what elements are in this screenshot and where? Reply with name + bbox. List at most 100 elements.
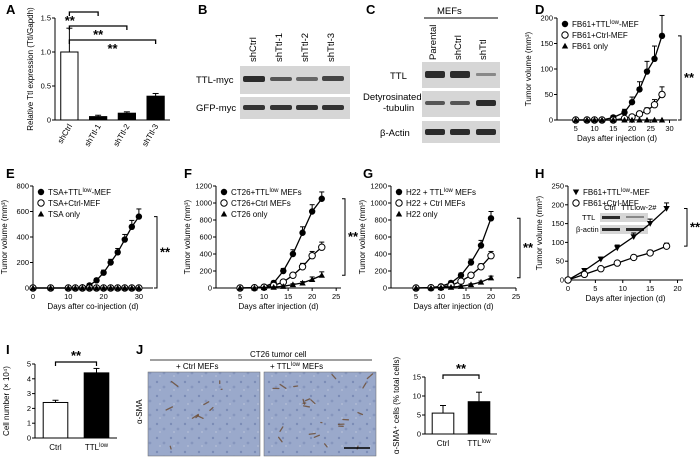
x-tick-label: 10	[619, 284, 627, 293]
band-b-gfp-2	[270, 105, 292, 110]
significance-label: **	[684, 70, 695, 85]
point-triangle	[65, 284, 72, 291]
point-open-circle	[597, 265, 605, 273]
x-axis-label: Days after co-injection (d)	[47, 302, 138, 311]
x-tick-label: 5	[238, 292, 242, 301]
point-triangle	[572, 116, 579, 123]
panel-label-i: I	[6, 342, 10, 357]
legend-label-main: FB61+TTL	[572, 20, 611, 29]
legend-label-main: CT26+TTL	[231, 188, 270, 197]
stain-streak	[203, 401, 210, 406]
bar	[467, 401, 491, 435]
point-triangle	[107, 284, 114, 291]
series-1	[412, 250, 495, 292]
significance-bracket	[154, 216, 158, 289]
x-tick-label: 15	[646, 284, 654, 293]
panel-h-inset-blot: Ctrl TTLlow-2# TTL β-actin	[576, 203, 657, 234]
y-axis-label: α-SMA⁺ cells (% total cells)	[392, 357, 401, 455]
point-triangle-down	[646, 221, 654, 227]
x-tick-label: 10	[590, 124, 598, 133]
point-triangle	[93, 284, 100, 291]
point-open-circle	[580, 270, 589, 279]
point-triangle	[427, 284, 435, 291]
significance-bracket	[68, 25, 128, 30]
legend-label-sup: low	[444, 188, 454, 194]
legend-label: CT26+TTLlow MEFs	[231, 188, 302, 197]
y-tick-label: 800	[374, 216, 387, 225]
point-filled-circle	[135, 213, 143, 220]
stain-streak	[302, 405, 311, 408]
inset-lane-1: Ctrl	[604, 203, 616, 212]
point-triangle	[114, 284, 121, 291]
point-filled-circle	[477, 242, 485, 249]
y-tick-label: 200	[374, 267, 387, 276]
legend-label: CT26 only	[231, 210, 267, 219]
point-filled-circle	[280, 267, 287, 275]
point-open-circle	[650, 101, 659, 109]
x-tick-label: shTtl-2	[112, 122, 132, 148]
blot-b-membrane-2	[240, 97, 350, 119]
point-triangle	[128, 284, 136, 291]
bar	[431, 412, 455, 435]
blot-c-band-4: β-Actin	[380, 128, 410, 139]
x-axis-label: Days after injection (d)	[577, 134, 657, 143]
significance-bracket	[442, 374, 480, 379]
band-b-gfp-3	[296, 105, 318, 110]
band-b-gfp-4	[322, 105, 344, 110]
significance-bracket	[54, 361, 98, 366]
blot-b-band-1: TTL-myc	[196, 75, 234, 86]
band-b-gfp-1	[243, 105, 265, 110]
point-triangle	[135, 284, 143, 291]
blot-b-lane-2: shTtl-1	[274, 33, 285, 62]
legend-label-main: FB61+Ctrl-MEF	[572, 31, 628, 40]
band-c-detyr-3	[476, 100, 496, 106]
point-open-circle	[308, 252, 316, 260]
x-axis-label: Days after injection (d)	[238, 302, 318, 311]
x-tick-label: shTtl-1	[83, 122, 103, 148]
x-tick-label: shCtrl	[56, 122, 74, 145]
point-triangle	[121, 284, 128, 291]
point-triangle	[643, 116, 651, 123]
y-tick-label: 600	[199, 233, 212, 242]
stain-streak	[279, 426, 284, 432]
y-tick-label: 0	[417, 430, 421, 439]
j-right-label-tail: MEFs	[300, 362, 323, 371]
legend-label: TSA+Ctrl-MEF	[48, 199, 100, 208]
inset-band-label-2: β-actin	[576, 225, 599, 234]
y-tick-label: 0	[47, 116, 51, 125]
point-open-circle	[662, 242, 671, 250]
inset-membrane-1	[600, 213, 648, 222]
x-tick-label: 0	[566, 284, 570, 293]
band-b-ttl-3	[296, 77, 318, 81]
point-filled-circle	[561, 20, 569, 28]
point-triangle	[260, 284, 268, 291]
legend-label-sup: low	[82, 188, 92, 194]
chart-e: 0 200 400 600 800 Tumor volume (mm³) 0 10 20 30Da…	[0, 182, 171, 312]
panel-label-d: D	[535, 2, 544, 17]
x-tick-label: 25	[332, 292, 340, 301]
band-c-actin-1	[425, 129, 445, 135]
significance-label: **	[523, 240, 534, 255]
band-c-detyr-1	[425, 101, 445, 105]
y-tick-label: 50	[545, 90, 553, 99]
legend-label: H22 + Ctrl MEFs	[406, 199, 465, 208]
y-tick-label: 1000	[195, 199, 212, 208]
x-tick-label-main: TTL	[85, 443, 100, 452]
x-tick-label: shTtl-3	[140, 122, 160, 148]
x-tick-label: 20	[99, 292, 107, 301]
x-tick-label: 20	[628, 124, 636, 133]
point-open-circle	[613, 259, 621, 267]
point-filled-circle	[487, 215, 495, 222]
blot-c-band-2: Detyrosinated	[363, 92, 422, 103]
y-tick-label: 400	[374, 250, 387, 259]
y-axis-label: Tumor volume (mm³)	[524, 31, 533, 106]
stain-streak	[357, 411, 364, 416]
chart-j: 0 5 10 15 α-SMA⁺ cells (% total cells) Ctrl TT…	[392, 357, 497, 455]
significance-label: **	[456, 361, 467, 376]
y-tick-label: 0	[25, 284, 29, 293]
point-triangle	[29, 284, 37, 291]
legend-label-sup: low	[610, 20, 620, 26]
point-open-circle	[646, 249, 654, 257]
point-triangle	[251, 284, 258, 291]
